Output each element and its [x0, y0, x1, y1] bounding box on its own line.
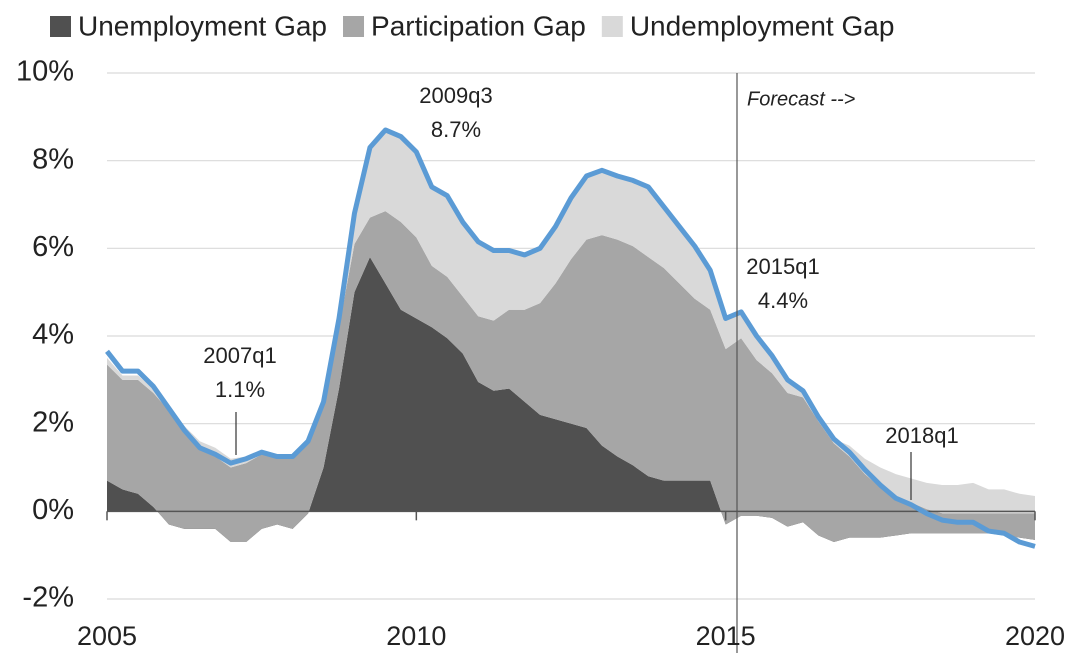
legend-label: Undemployment Gap: [630, 10, 895, 41]
forecast-label: Forecast -->: [747, 88, 855, 110]
annotation: 4.4%: [758, 288, 808, 313]
x-tick-label: 2015: [696, 621, 756, 651]
y-tick-label: 2%: [32, 406, 74, 438]
legend-label: Unemployment Gap: [78, 10, 327, 41]
x-tick-label: 2020: [1005, 621, 1065, 651]
x-tick-label: 2010: [386, 621, 446, 651]
area: [107, 129, 1035, 514]
y-tick-label: 4%: [32, 319, 74, 351]
annotation: 2007q1: [203, 343, 276, 368]
annotation: 2009q3: [419, 83, 492, 108]
y-tick-label: 8%: [32, 143, 74, 175]
annotation: 1.1%: [215, 377, 265, 402]
plot: [105, 72, 1036, 600]
y-tick-label: -2%: [22, 582, 74, 614]
y-tick-label: 10%: [16, 56, 74, 88]
annotation: 2015q1: [746, 254, 819, 279]
y-tick-label: 6%: [32, 231, 74, 263]
x-tick-label: 2005: [77, 621, 137, 651]
area: [107, 257, 1035, 543]
legend-label: Participation Gap: [371, 10, 586, 41]
y-tick-label: 0%: [32, 494, 74, 526]
legend-swatch: [343, 16, 365, 37]
legend-swatch: [601, 16, 623, 37]
annotation: 2018q1: [885, 423, 958, 448]
annotation: 8.7%: [431, 117, 481, 142]
legend-swatch: [50, 16, 71, 37]
area: [107, 211, 1035, 543]
line: [105, 127, 1036, 549]
